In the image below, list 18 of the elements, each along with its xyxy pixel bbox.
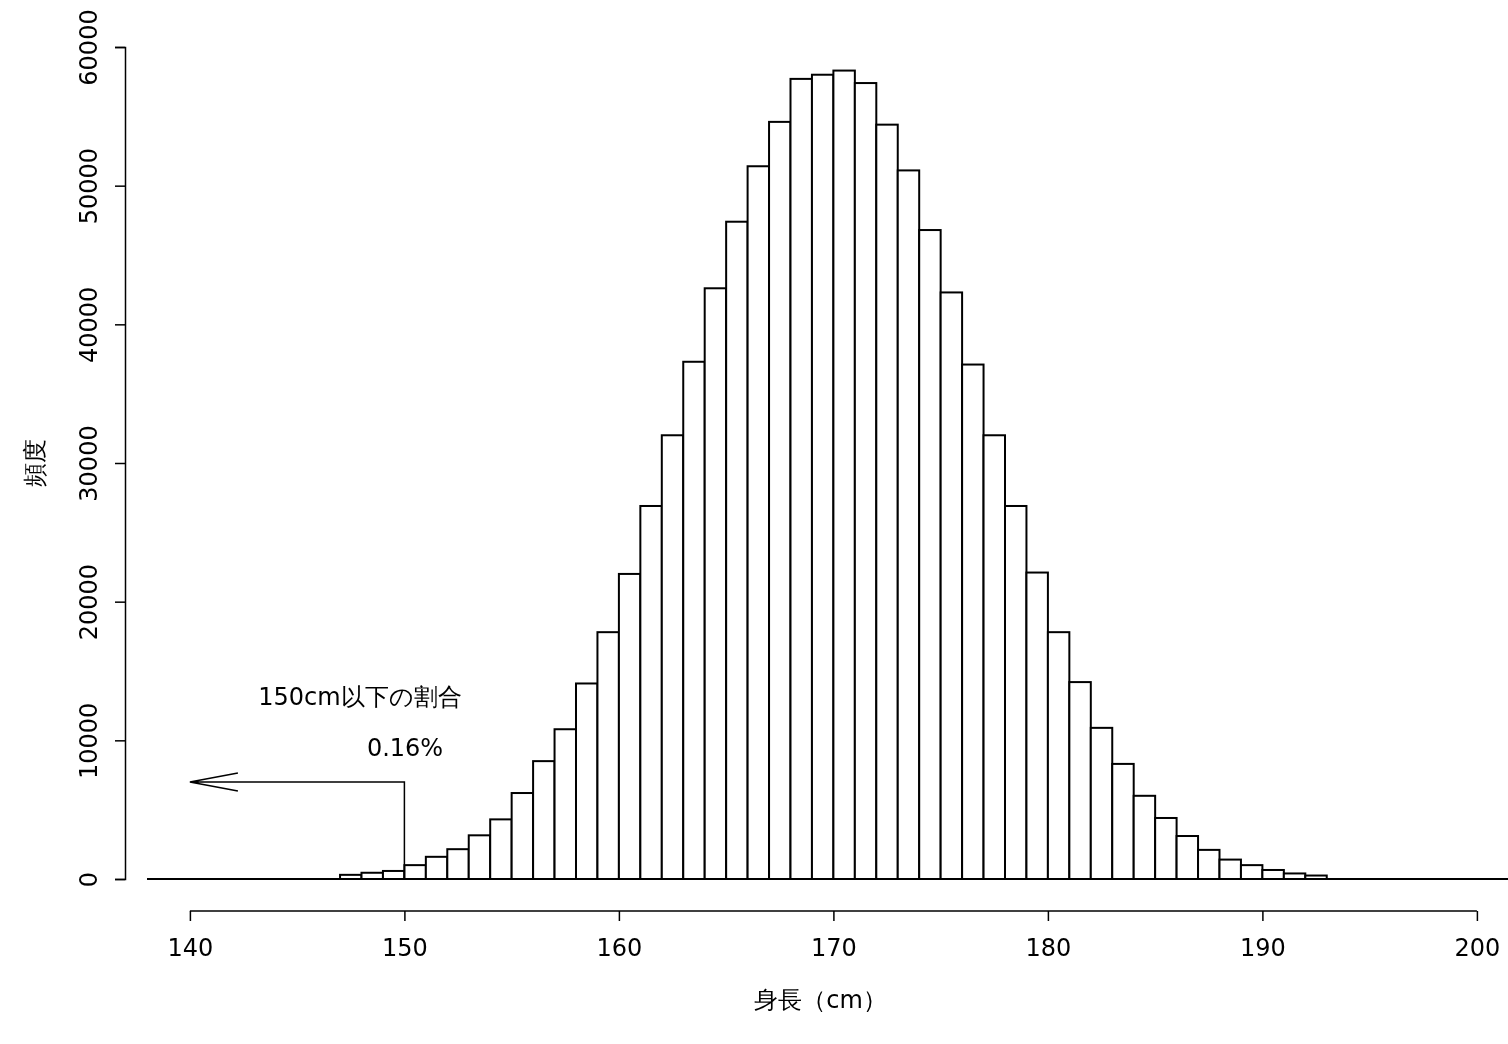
y-tick-label: 20000 xyxy=(75,563,103,641)
y-tick-label: 30000 xyxy=(75,425,103,502)
annotation: 0.16% xyxy=(366,734,444,762)
y-tick-label: 60000 xyxy=(75,9,103,86)
x-tick-label: 200 xyxy=(1454,934,1501,963)
x-tick-label: 180 xyxy=(1025,934,1072,963)
y-tick-label: 50000 xyxy=(75,147,103,225)
x-tick-label: 140 xyxy=(167,934,214,963)
y-tick-label: 40000 xyxy=(75,286,103,364)
x-tick-label: 170 xyxy=(810,934,857,963)
y-tick-label: 10000 xyxy=(75,702,103,780)
x-tick-label: 150 xyxy=(381,934,428,963)
y-axis-title: 頻度 xyxy=(21,439,49,487)
annotation: 150cm以下の割合 xyxy=(258,683,462,711)
x-tick-label: 190 xyxy=(1239,934,1286,963)
x-tick-label: 160 xyxy=(596,934,643,963)
x-axis-title: 身長（cm） xyxy=(754,986,887,1014)
y-tick-label: 0 xyxy=(75,871,103,888)
